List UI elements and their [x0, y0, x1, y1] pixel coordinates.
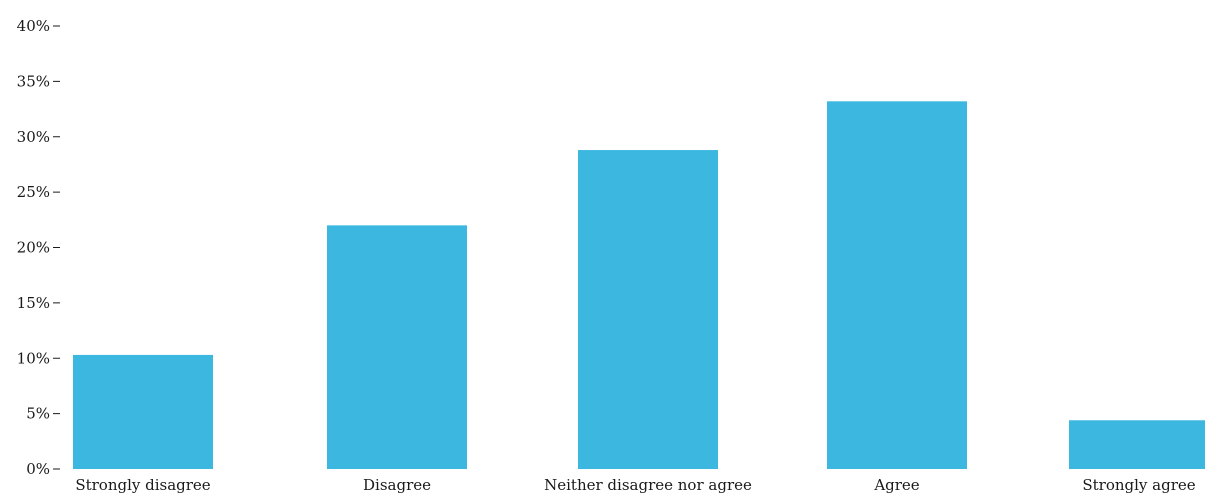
x-tick-label: Disagree	[363, 476, 431, 494]
y-tick-label: 15%	[17, 294, 50, 312]
bar-disagree	[327, 225, 467, 469]
y-tick-label: 0%	[26, 460, 50, 478]
y-tick-label: 20%	[17, 239, 50, 257]
y-tick-label: 25%	[17, 183, 50, 201]
y-tick-label: 30%	[17, 128, 50, 146]
x-tick-label: Strongly agree	[1082, 476, 1195, 494]
bars-group	[73, 101, 1205, 470]
x-axis: Strongly disagree Disagree Neither disagre…	[75, 476, 1195, 494]
x-tick-label: Strongly disagree	[75, 476, 210, 494]
x-tick-label: Neither disagree nor agree	[544, 476, 752, 494]
bar-agree	[827, 101, 967, 469]
y-tick-label: 40%	[17, 17, 50, 35]
bar-strongly-agree	[1069, 420, 1205, 469]
y-tick-label: 5%	[26, 405, 50, 423]
y-tick-label: 35%	[17, 72, 50, 90]
y-tick-label: 10%	[17, 349, 50, 367]
x-tick-label: Agree	[873, 476, 919, 494]
bar-neither-disagree-nor-agree	[578, 150, 718, 470]
y-axis: 0% 5% 10% 15% 20% 25% 30% 35% 40%	[17, 17, 60, 478]
bar-strongly-disagree	[73, 354, 213, 469]
